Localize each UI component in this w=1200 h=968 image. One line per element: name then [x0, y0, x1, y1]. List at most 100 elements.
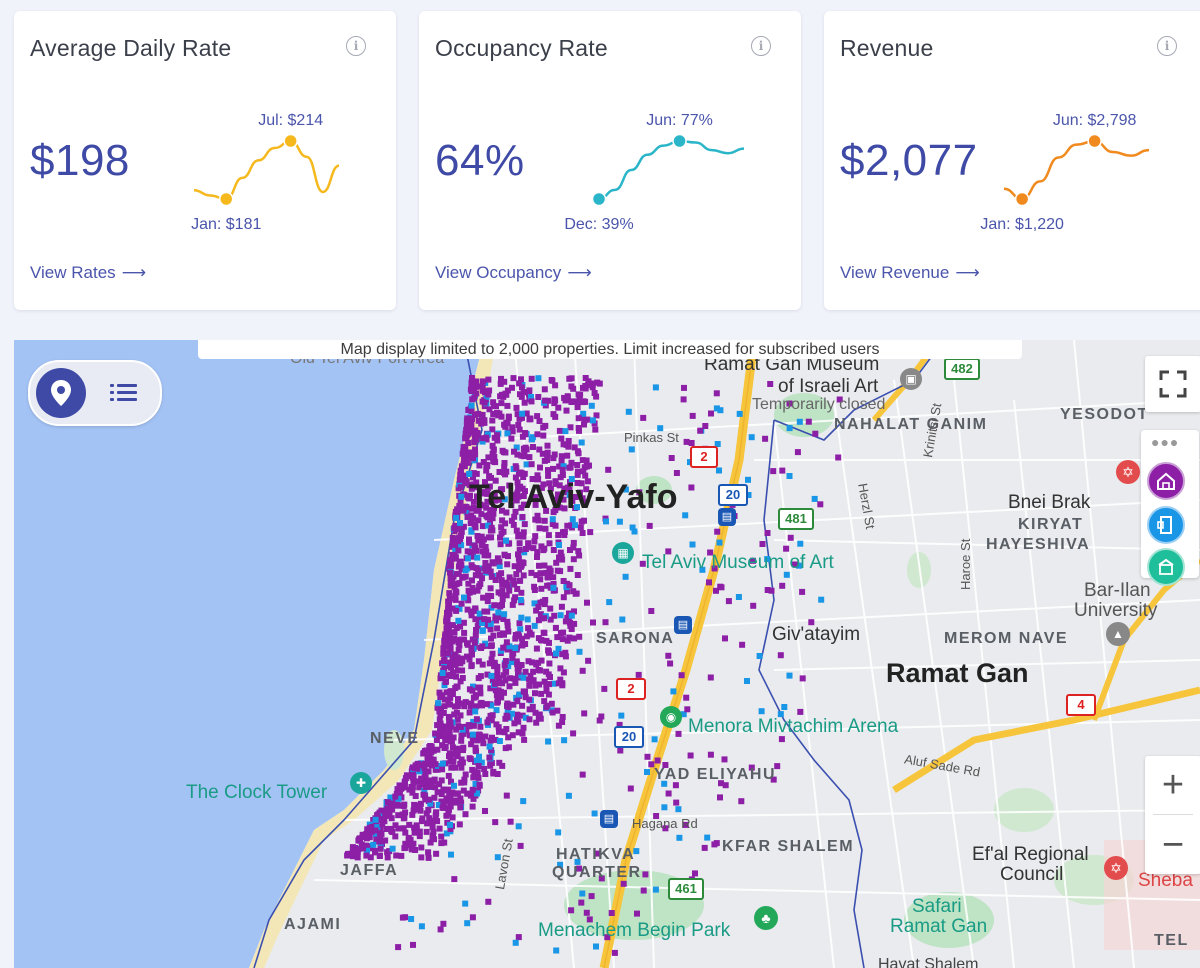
property-marker [555, 722, 562, 729]
property-marker [503, 639, 510, 646]
property-marker [504, 387, 511, 394]
hotel-layer-icon[interactable] [1147, 506, 1185, 544]
property-marker [563, 441, 570, 448]
property-marker [489, 677, 496, 684]
property-marker [516, 546, 523, 553]
fullscreen-button[interactable] [1145, 356, 1200, 412]
property-marker [464, 653, 470, 660]
property-marker [458, 756, 465, 763]
property-marker [472, 451, 479, 458]
property-marker [388, 815, 395, 822]
property-marker [533, 572, 540, 579]
property-marker [373, 836, 380, 843]
property-marker [633, 848, 640, 855]
home-layer-icon[interactable] [1147, 462, 1185, 500]
map-label-ramat-gan: Ramat Gan [886, 658, 1029, 688]
property-marker [675, 806, 682, 813]
more-dots-icon[interactable]: ●●● [1151, 434, 1180, 450]
property-marker [550, 455, 557, 462]
property-marker [523, 461, 530, 468]
property-marker [544, 449, 551, 456]
property-marker [479, 398, 486, 405]
zoom-in-button[interactable]: + [1161, 764, 1185, 806]
property-marker [568, 612, 575, 619]
property-marker [454, 790, 461, 797]
property-marker [452, 764, 459, 771]
property-marker [519, 635, 525, 642]
property-marker [447, 738, 454, 745]
property-marker [576, 633, 583, 640]
property-marker [672, 782, 679, 789]
property-marker [736, 410, 743, 417]
map-label-safari-rg: Ramat Gan [890, 916, 988, 937]
property-marker [470, 774, 477, 781]
property-marker [451, 629, 458, 636]
property-marker [484, 719, 491, 726]
property-marker [447, 795, 454, 801]
property-marker [434, 789, 441, 796]
property-marker [555, 404, 562, 411]
property-marker [395, 825, 402, 832]
property-marker [492, 680, 498, 687]
property-marker [492, 736, 499, 743]
property-marker [528, 461, 535, 468]
property-marker [764, 587, 771, 593]
property-marker [568, 522, 575, 529]
map-base [14, 340, 1200, 968]
view-revenue-link[interactable]: View Revenue ⟶ [840, 263, 980, 283]
property-marker [366, 824, 373, 831]
property-marker [551, 612, 558, 619]
property-marker [540, 547, 547, 554]
info-icon[interactable]: i [751, 36, 771, 56]
property-marker [575, 415, 582, 422]
info-icon[interactable]: i [1157, 36, 1177, 56]
road-shield: 20 [614, 726, 644, 748]
property-marker [576, 552, 583, 559]
property-map[interactable]: 2 20 481 482 2 20 461 4 Old Tel Aviv Por… [14, 340, 1200, 968]
map-list-toggle[interactable] [28, 360, 162, 426]
property-marker [563, 407, 570, 414]
property-marker [565, 438, 572, 444]
property-marker [514, 479, 521, 486]
property-marker [507, 818, 514, 825]
property-marker [438, 777, 445, 784]
property-marker [482, 560, 489, 566]
list-icon[interactable] [104, 376, 144, 410]
property-marker [461, 636, 468, 643]
property-marker [447, 671, 454, 678]
property-marker [489, 417, 496, 424]
property-marker [518, 384, 525, 391]
property-marker [491, 458, 498, 465]
property-marker [593, 943, 599, 950]
property-marker [576, 648, 583, 655]
property-marker [551, 451, 558, 458]
property-marker [409, 789, 416, 796]
property-marker [398, 852, 405, 859]
property-marker [488, 747, 495, 754]
property-marker [525, 658, 532, 665]
property-marker [487, 685, 494, 692]
property-marker [836, 396, 843, 403]
property-marker [512, 939, 519, 946]
property-marker [490, 399, 497, 406]
map-pin-icon[interactable] [36, 368, 86, 418]
property-marker [520, 501, 527, 508]
property-marker [347, 850, 354, 857]
sparkline-low-label: Jan: $1,220 [980, 216, 1064, 233]
property-marker [471, 439, 478, 446]
property-marker [500, 644, 507, 651]
property-marker [476, 781, 483, 788]
property-marker [578, 518, 585, 525]
property-marker [504, 646, 511, 653]
property-marker [450, 605, 456, 612]
view-occupancy-link[interactable]: View Occupancy ⟶ [435, 263, 592, 283]
info-icon[interactable]: i [346, 36, 366, 56]
vacation-layer-icon[interactable] [1147, 548, 1185, 586]
zoom-out-button[interactable]: − [1161, 824, 1185, 866]
property-marker [475, 537, 482, 544]
view-rates-link[interactable]: View Rates ⟶ [30, 263, 146, 283]
property-marker [427, 839, 434, 846]
property-marker [521, 449, 528, 456]
property-marker [444, 613, 451, 620]
property-marker [683, 694, 690, 701]
